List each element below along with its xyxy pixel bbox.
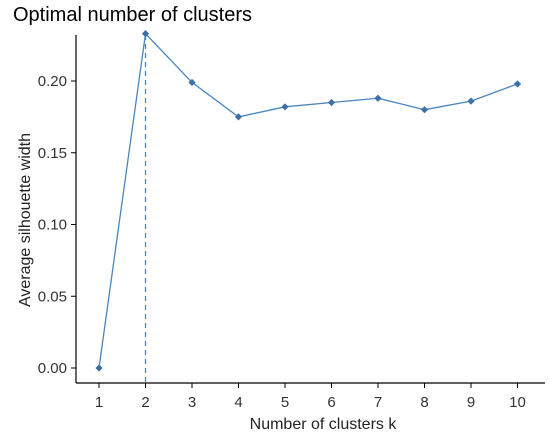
y-tick-label: 0.15 [38,145,67,162]
data-point-k8 [420,106,429,114]
x-tick-label: 9 [467,394,475,411]
data-point-k1 [95,364,103,372]
plot-area [95,30,522,383]
x-tick-label: 4 [234,394,242,411]
data-point-k3 [188,78,196,87]
data-point-k9 [467,97,475,105]
x-tick-label: 8 [420,394,428,411]
x-axis-ticks: 1 2 3 4 5 6 7 8 9 10 [95,383,526,411]
y-tick-label: 0.05 [38,288,67,305]
x-tick-label: 6 [327,394,335,411]
x-tick-label: 10 [509,394,526,411]
x-tick-label: 2 [141,394,149,411]
data-point-k7 [374,94,382,102]
x-tick-label: 7 [374,394,382,411]
y-axis-label: Average silhouette width [17,132,34,308]
x-tick-label: 3 [188,394,196,411]
data-point-k6 [327,98,336,107]
x-tick-label: 1 [95,394,103,411]
data-point-k4 [234,113,243,121]
y-tick-label: 0.10 [38,217,67,234]
x-axis-label: Number of clusters k [249,416,397,433]
y-tick-label: 0.20 [38,73,67,90]
data-point-k10 [513,80,522,88]
data-point-k5 [281,103,289,111]
data-point-k2 [141,30,150,38]
series-line [98,32,518,369]
x-tick-label: 5 [281,394,289,411]
y-tick-label: 0.00 [38,360,67,377]
chart-title: Optimal number of clusters [13,4,252,26]
y-axis-ticks: 0.00 0.05 0.10 0.15 0.20 [38,73,76,377]
